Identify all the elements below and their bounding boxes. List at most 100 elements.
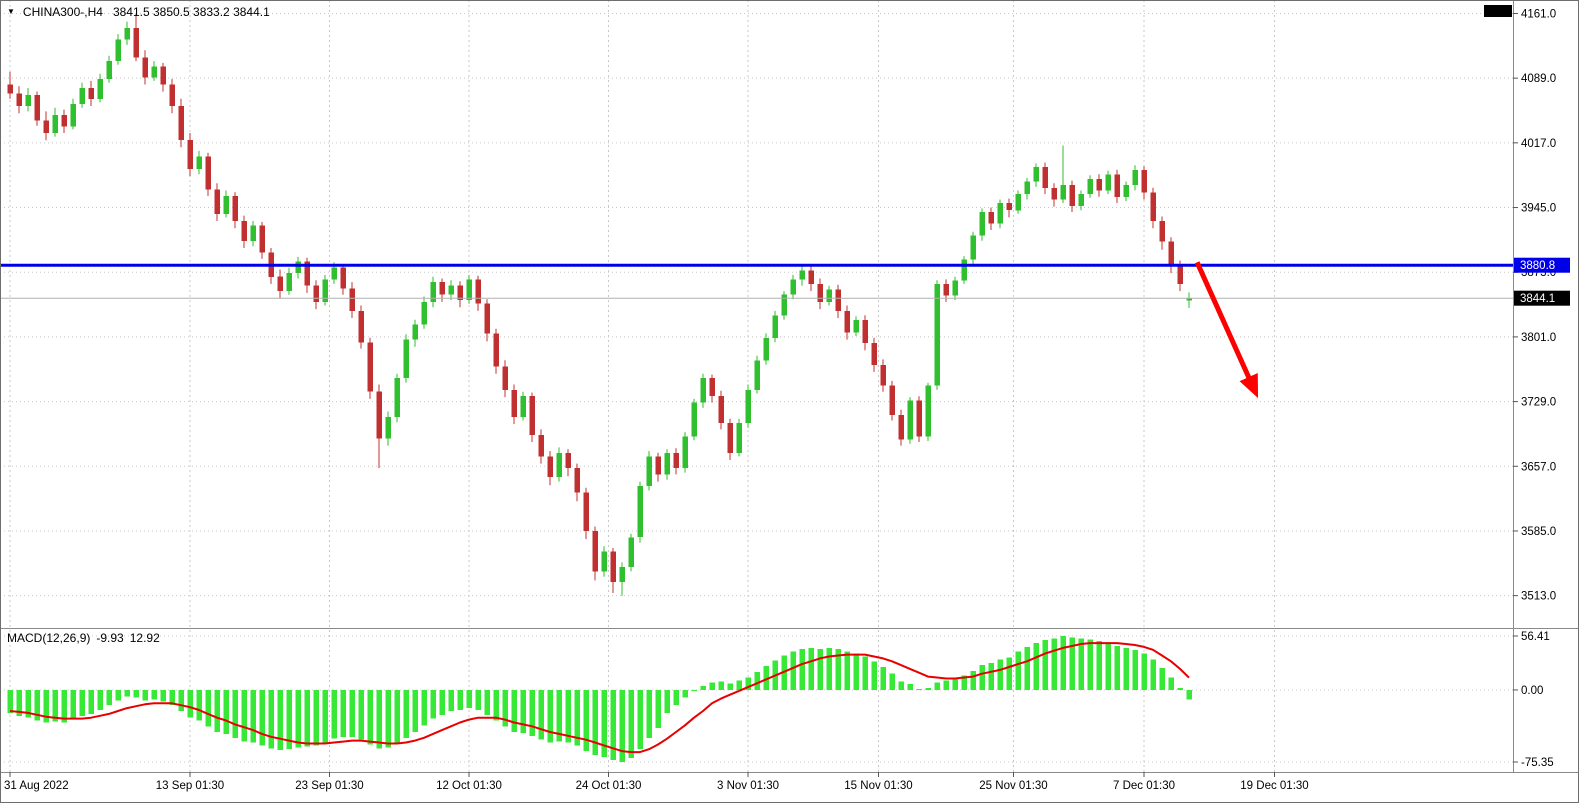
macd-histogram-bar [70,689,76,720]
macd-histogram-bar [34,689,40,721]
candle-down [34,95,40,121]
candle-down [889,385,895,415]
candle-down [817,283,823,302]
candle-down [610,551,616,583]
macd-histogram-bar [169,689,175,706]
candle-down [1159,221,1165,242]
candle-up [106,61,112,80]
macd-histogram-bar [1051,638,1057,690]
macd-histogram-bar [493,689,499,721]
window-control-box[interactable] [1484,5,1512,17]
candle-down [1177,265,1183,284]
macd-histogram-bar [304,689,310,747]
candle-down [529,396,535,435]
macd-histogram-bar [259,689,265,746]
macd-histogram-bar [16,689,22,716]
macd-histogram-bar [88,689,94,714]
candle-down [727,423,733,453]
candle-down [241,221,247,241]
candle-down [835,289,841,311]
macd-histogram-bar [232,689,238,738]
candle-down [538,434,544,457]
macd-histogram-bar [1015,651,1021,690]
macd-histogram-bar [1132,649,1138,690]
current-price-tag-box [1514,290,1570,306]
macd-histogram-bar [1150,659,1156,690]
candle-down [1141,169,1147,193]
candle-up [1186,298,1192,301]
macd-axis-label: 56.41 [1521,631,1550,643]
macd-histogram-bar [412,689,418,733]
candle-up [115,39,121,62]
candle-down [232,195,238,222]
macd-histogram-bar [538,689,544,740]
macd-histogram-bar [295,689,301,748]
candle-down [142,57,148,78]
candle-up [1015,194,1021,211]
current-price-tag-text: 3844.1 [1520,293,1555,305]
time-axis-label: 13 Sep 01:30 [156,780,224,792]
price-axis-label: 4017.0 [1521,138,1556,150]
macd-histogram-bar [898,681,904,690]
macd-histogram-bar [115,689,121,701]
macd-histogram-bar [574,689,580,746]
macd-histogram-bar [439,689,445,715]
candle-up [520,396,526,417]
macd-histogram-bar [7,689,13,713]
price-axis-label: 3729.0 [1521,397,1556,409]
candle-up [1024,181,1030,195]
candle-up [646,456,652,486]
macd-axis-label: 0.00 [1521,685,1543,697]
candle-down [169,84,175,107]
down-trend-arrow[interactable] [1194,261,1259,399]
candle-down [313,285,319,302]
macd-histogram-bar [628,689,634,758]
macd-histogram-bar [853,653,859,690]
macd-histogram-bar [1186,689,1192,700]
candle-down [457,285,463,301]
candle-up [772,315,778,338]
macd-histogram-bar [331,689,337,739]
candle-up [430,282,436,302]
candle-up [754,360,760,390]
macd-histogram-bar [1123,647,1129,690]
macd-main-value: -9.93 [96,631,124,645]
candle-up [934,283,940,386]
candle-down [178,106,184,141]
macd-histogram-bar [592,689,598,755]
macd-histogram-bar [268,689,274,749]
macd-histogram-bar [196,689,202,721]
candle-down [574,468,580,493]
candle-down [349,288,355,311]
macd-histogram-bar [1177,688,1183,690]
candle-down [880,364,886,386]
candle-down [484,303,490,334]
macd-histogram-bar [583,689,589,752]
price-axis-label: 4089.0 [1521,73,1556,85]
candle-up [745,389,751,424]
candle-down [304,261,310,286]
indicators-expander-icon[interactable]: ▼ [7,7,15,16]
macd-histogram-bar [844,651,850,690]
macd-histogram-bar [691,689,697,691]
candle-up [970,235,976,260]
candle-down [1150,192,1156,221]
macd-histogram-bar [754,671,760,690]
macd-histogram-bar [682,689,688,698]
candle-down [844,310,850,333]
macd-histogram-bar [727,683,733,690]
macd-histogram-bar [655,689,661,729]
candle-up [799,270,805,280]
candle-up [70,104,76,127]
candle-up [628,537,634,567]
ohlc-readout: 3841.5 3850.5 3833.2 3844.1 [112,5,270,19]
candle-up [619,566,625,583]
macd-histogram-bar [619,689,625,762]
macd-histogram-bar [52,689,58,722]
candle-down [547,456,553,478]
macd-histogram-bar [835,648,841,690]
macd-histogram-bar [907,684,913,690]
candle-down [214,189,220,214]
macd-signal-value: 12.92 [129,631,160,645]
